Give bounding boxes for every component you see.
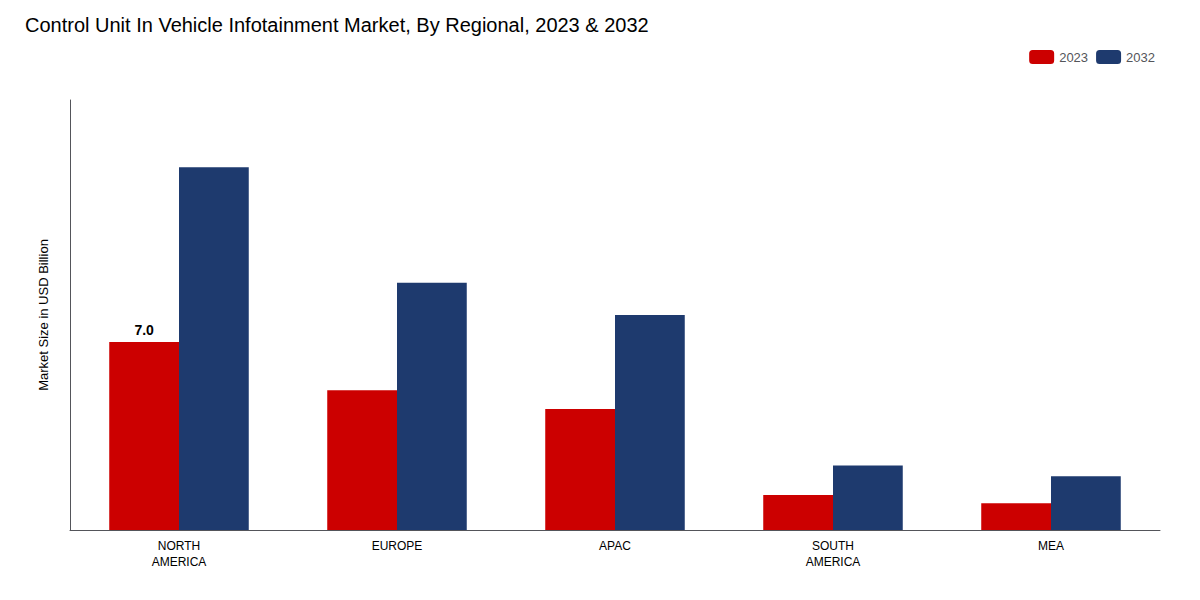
svg-text:SOUTH: SOUTH — [812, 539, 854, 553]
svg-text:Control Unit In Vehicle Infota: Control Unit In Vehicle Infotainment Mar… — [25, 14, 649, 36]
svg-text:2023: 2023 — [1059, 50, 1088, 65]
svg-text:Market Size in USD Billion: Market Size in USD Billion — [36, 239, 51, 391]
svg-text:NORTH: NORTH — [158, 539, 200, 553]
svg-text:AMERICA: AMERICA — [806, 555, 861, 569]
svg-text:EUROPE: EUROPE — [372, 539, 423, 553]
svg-text:AMERICA: AMERICA — [152, 555, 207, 569]
svg-text:APAC: APAC — [599, 539, 631, 553]
svg-text:2032: 2032 — [1126, 50, 1155, 65]
svg-text:MEA: MEA — [1038, 539, 1064, 553]
svg-text:7.0: 7.0 — [134, 322, 154, 338]
